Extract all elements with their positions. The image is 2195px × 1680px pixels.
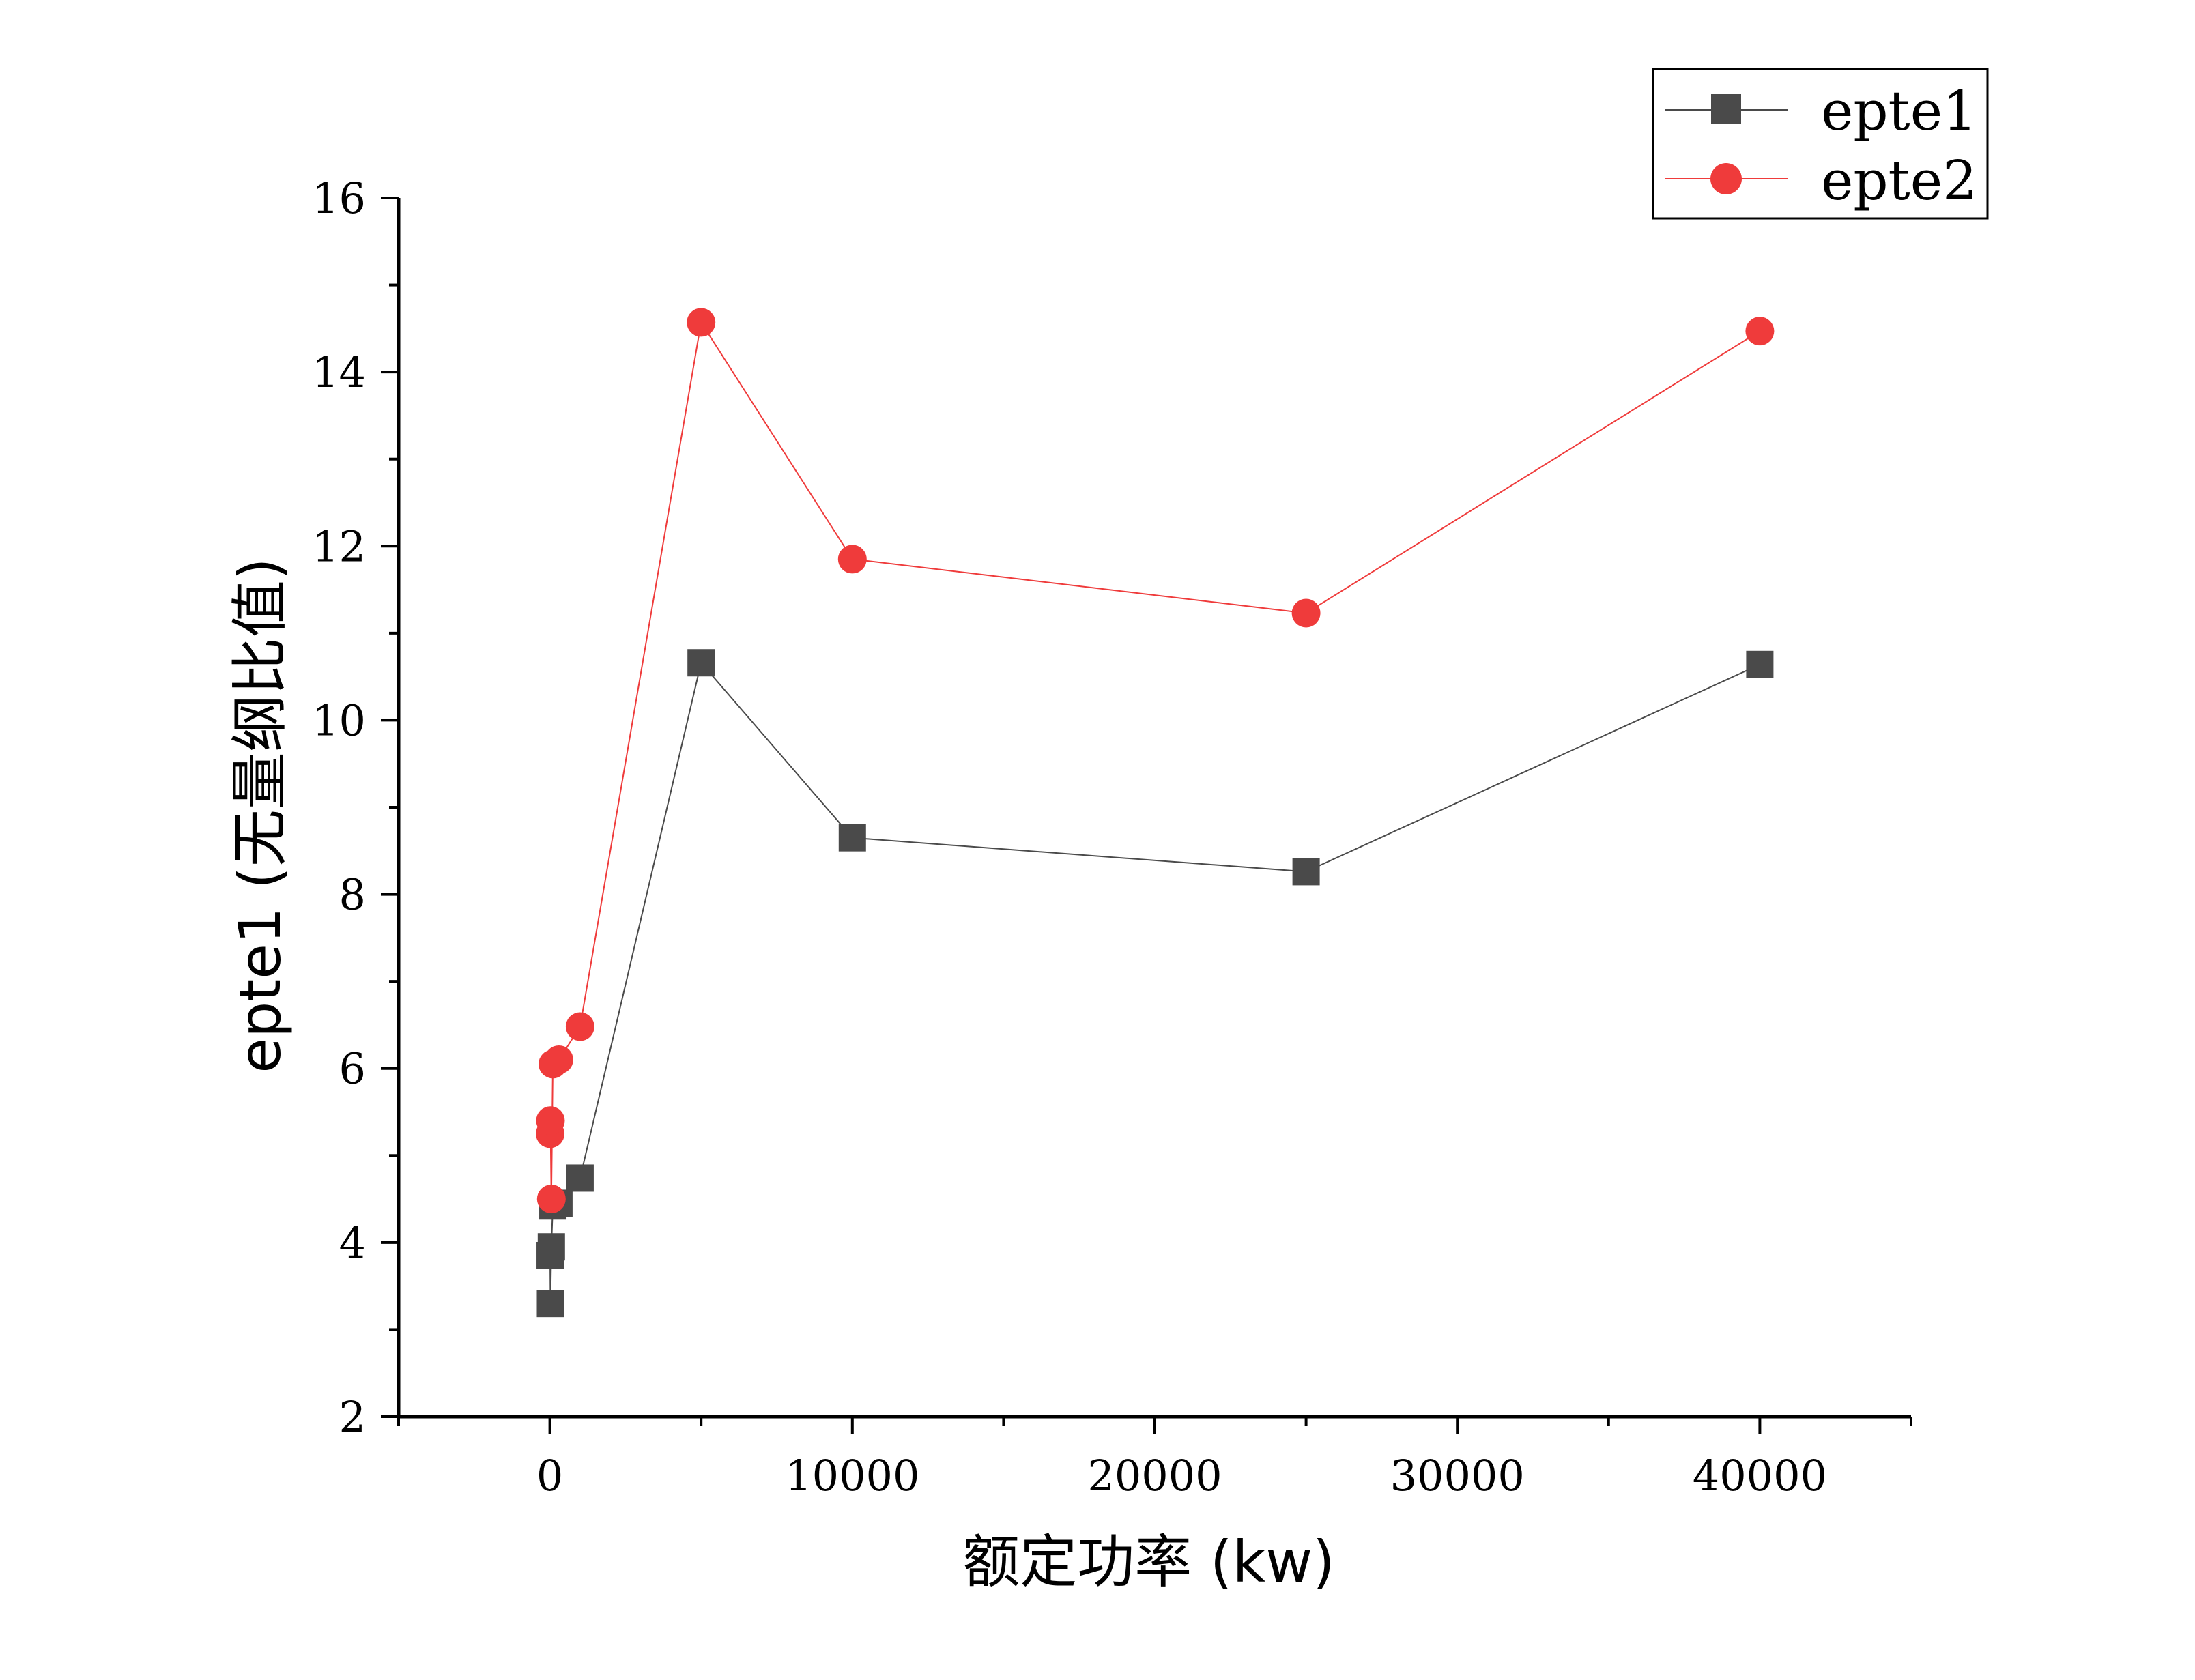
x-tick-label: 40000	[1693, 1451, 1827, 1501]
data-point-epte2	[1291, 598, 1321, 628]
y-tick-label: 4	[339, 1218, 366, 1268]
series-line-epte2	[549, 320, 1760, 1200]
data-point-epte1	[536, 1290, 564, 1318]
y-tick-label: 6	[339, 1044, 366, 1094]
data-point-epte2	[687, 308, 716, 337]
series-lines	[549, 320, 1760, 1304]
data-point-epte1	[1746, 650, 1774, 678]
data-point-epte1	[1292, 858, 1320, 886]
y-tick-label: 12	[312, 521, 366, 571]
series-markers	[536, 308, 1775, 1318]
data-point-epte1	[838, 824, 866, 852]
data-point-epte2	[536, 1185, 566, 1214]
legend-label-epte2: epte2	[1821, 149, 1977, 212]
x-tick-label: 20000	[1087, 1451, 1222, 1501]
data-point-epte2	[536, 1106, 565, 1135]
x-axis-title: 额定功率 (kw)	[962, 1529, 1335, 1595]
legend-marker-epte2	[1710, 163, 1742, 194]
axes: 2 4 6 8 10 12 14 16 0 10000 20000 30000 40000	[312, 173, 1912, 1501]
x-tick-label: 0	[536, 1451, 563, 1501]
data-point-epte2	[837, 545, 867, 574]
data-point-epte1	[566, 1164, 594, 1192]
data-point-epte1	[537, 1233, 565, 1261]
y-tick-label: 14	[312, 347, 366, 397]
series-line-epte1	[549, 661, 1760, 1304]
legend: epte1 epte2	[1652, 68, 1989, 220]
y-tick-label: 16	[312, 173, 366, 223]
legend-label-epte1: epte1	[1821, 79, 1977, 143]
legend-marker-epte1	[1711, 94, 1741, 124]
data-point-epte2	[565, 1012, 594, 1041]
data-point-epte1	[687, 649, 715, 677]
y-tick-label: 10	[312, 695, 366, 745]
legend-frame	[1652, 68, 1989, 220]
x-tick-label: 10000	[785, 1451, 919, 1501]
x-tick-label: 30000	[1390, 1451, 1525, 1501]
y-tick-label: 8	[339, 870, 366, 920]
data-point-epte2	[1745, 317, 1775, 346]
y-tick-label: 2	[339, 1392, 366, 1442]
data-point-epte2	[544, 1045, 573, 1074]
y-axis-title: epte1 (无量纲比值)	[227, 557, 293, 1073]
